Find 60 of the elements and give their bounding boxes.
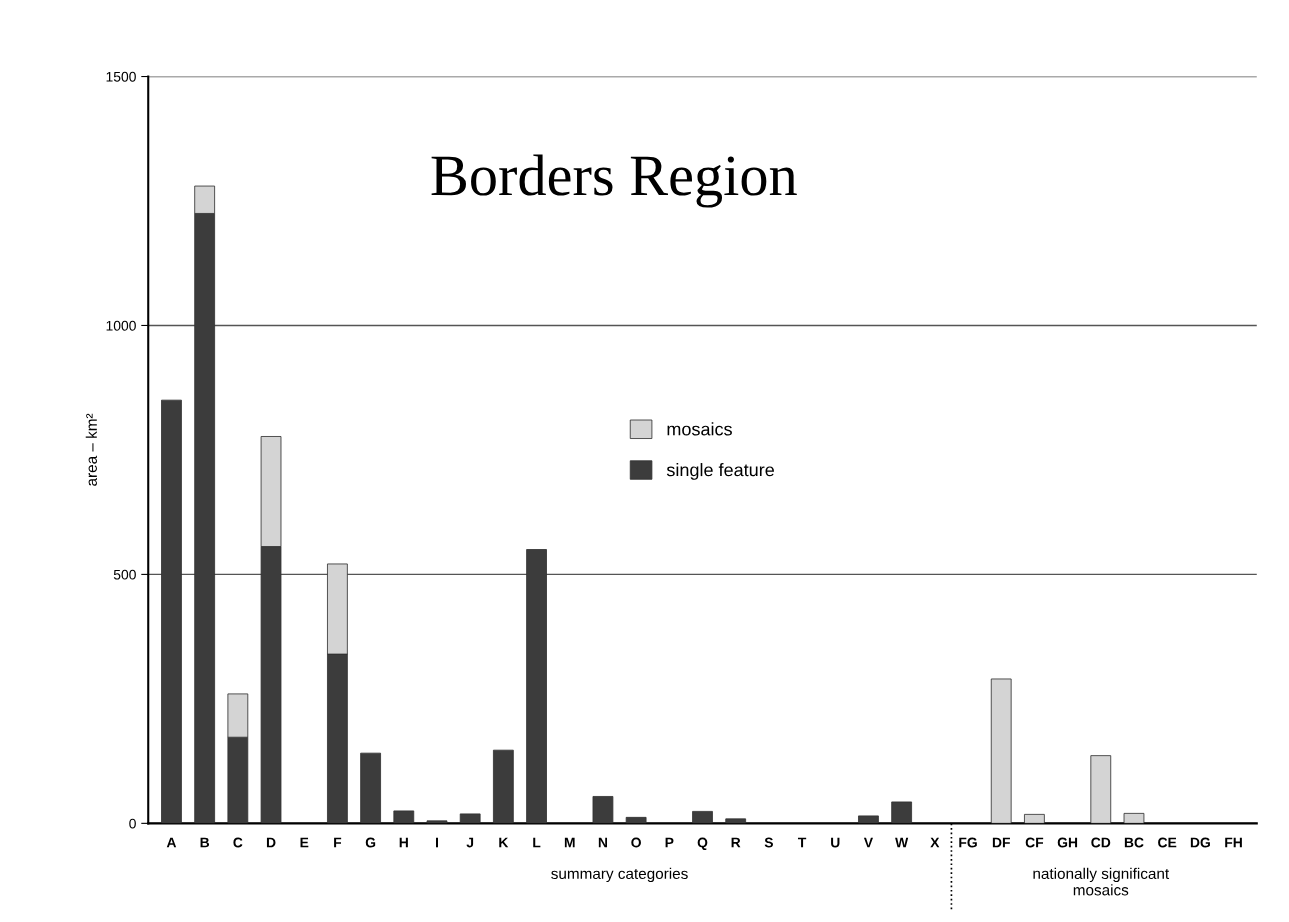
bar — [426, 820, 448, 824]
x-tick-label: P — [665, 837, 674, 848]
y-axis-title: area – km² — [85, 413, 97, 486]
x-tick-label: D — [266, 837, 276, 848]
x-tick-label: CE — [1158, 837, 1177, 848]
x-tick-label: O — [631, 837, 641, 848]
x-tick-label: K — [499, 837, 509, 848]
x-tick-label: CD — [1091, 837, 1111, 848]
bar — [990, 678, 1012, 824]
x-tick-label: T — [797, 837, 807, 848]
x-tick-label: M — [564, 837, 575, 848]
bar — [1123, 812, 1145, 824]
x-tick-label: W — [895, 837, 909, 848]
x-tick-label: FH — [1225, 837, 1242, 848]
y-tick-label: 0 — [129, 818, 136, 829]
x-tick-label: A — [166, 837, 177, 848]
bar — [625, 816, 647, 824]
x-tick-label: BC — [1124, 837, 1144, 848]
legend-label: single feature — [666, 463, 774, 480]
x-tick-label: N — [598, 837, 608, 848]
legend-label: mosaics — [667, 422, 732, 436]
x-tick-label: CF — [1025, 837, 1044, 848]
bar — [692, 810, 713, 824]
y-tick-label: 1000 — [106, 320, 136, 331]
bar — [891, 801, 913, 824]
x-tick-label: S — [764, 837, 773, 848]
bar — [526, 549, 547, 824]
x-tick-label: U — [831, 837, 840, 848]
x-tick-label: C — [233, 837, 243, 848]
x-tick-label: R — [731, 837, 741, 848]
bar — [492, 749, 514, 824]
bar — [360, 752, 381, 824]
x-tick-label: L — [533, 837, 541, 848]
x-tick-label: DG — [1190, 837, 1210, 848]
y-tick-label: 1500 — [106, 71, 136, 82]
x-tick-label: F — [334, 837, 342, 848]
x-tick-label: DF — [992, 837, 1010, 848]
x-tick-label: GH — [1057, 837, 1078, 848]
text: summary categories — [551, 867, 688, 883]
x-tick-label: H — [399, 837, 408, 848]
x-tick-label: I — [435, 837, 438, 848]
bar — [1090, 755, 1112, 824]
x-tick-label: B — [200, 837, 210, 848]
x-tick-label: Q — [697, 837, 708, 851]
x-tick-label: E — [300, 837, 309, 848]
x-tick-label: J — [466, 837, 474, 848]
x-tick-label: FG — [959, 837, 977, 848]
bar — [393, 810, 415, 824]
text: nationally significant mosaics — [1033, 867, 1170, 896]
bar — [161, 399, 182, 824]
text: Borders Region — [431, 154, 797, 208]
bar — [592, 796, 614, 824]
bar — [459, 813, 481, 824]
x-tick-label: X — [930, 837, 940, 848]
x-tick-label: G — [365, 837, 376, 848]
y-tick-label: 500 — [113, 569, 136, 580]
x-tick-label: V — [863, 837, 873, 848]
bar — [858, 815, 879, 824]
bar — [725, 818, 747, 824]
bar — [1024, 813, 1045, 824]
